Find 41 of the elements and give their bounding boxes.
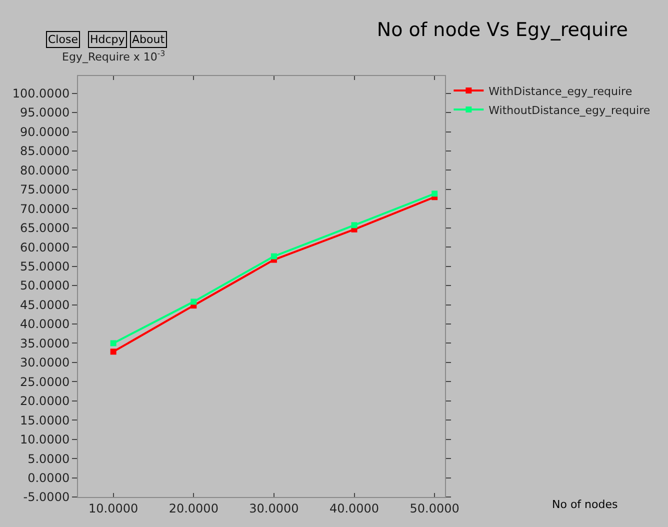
y-tick-label: 20.0000 <box>20 394 70 408</box>
x-tick-label: 30.0000 <box>249 501 299 516</box>
x-tick-label: 20.0000 <box>168 501 218 516</box>
point <box>110 340 116 346</box>
y-tick-label: 15.0000 <box>20 413 70 428</box>
y-axis-title: Egy_Require x 10$^{-3}$ <box>62 49 166 64</box>
y-tick-label: 95.0000 <box>20 106 70 120</box>
text: No of node Vs Egy_require <box>376 19 628 42</box>
x-tick-label: 10.0000 <box>88 501 138 516</box>
point <box>432 190 438 197</box>
legend-label: WithDistance_egy_require <box>488 84 632 98</box>
point <box>351 222 358 228</box>
y-tick-label: 60.0000 <box>20 240 70 254</box>
y-tick-label: 70.0000 <box>20 202 70 216</box>
text: Hdcpy <box>90 33 126 46</box>
y-tick-label: 65.0000 <box>20 221 70 236</box>
y-tick-label: 50.0000 <box>20 278 70 293</box>
x-tick-label: 50.0000 <box>410 501 460 516</box>
x-tick-label: 40.0000 <box>329 501 380 516</box>
y-tick-label: 55.0000 <box>20 260 70 274</box>
y-tick-label: -5.0000 <box>23 490 70 504</box>
point <box>190 298 197 305</box>
text: No of nodes <box>552 498 618 511</box>
text: About <box>132 33 166 46</box>
point <box>110 348 116 355</box>
point <box>270 253 277 260</box>
text: Close <box>48 33 78 46</box>
y-tick-label: 30.0000 <box>20 356 70 370</box>
y-tick-label: 5.0000 <box>28 452 70 466</box>
legend-label: WithoutDistance_egy_require <box>488 104 650 117</box>
y-tick-label: 90.0000 <box>20 124 70 139</box>
y-tick-label: 40.0000 <box>20 317 70 332</box>
y-tick-label: 80.0000 <box>20 163 70 178</box>
y-tick-label: 35.0000 <box>20 336 70 350</box>
y-tick-label: 75.0000 <box>20 182 70 197</box>
y-tick-label: 100.0000 <box>12 86 70 100</box>
y-tick-label: 10.0000 <box>20 432 70 447</box>
y-tick-label: 85.0000 <box>20 144 70 158</box>
y-tick-label: 25.0000 <box>20 374 70 389</box>
y-tick-label: 0.0000 <box>28 470 70 485</box>
y-tick-label: 45.0000 <box>20 298 70 312</box>
